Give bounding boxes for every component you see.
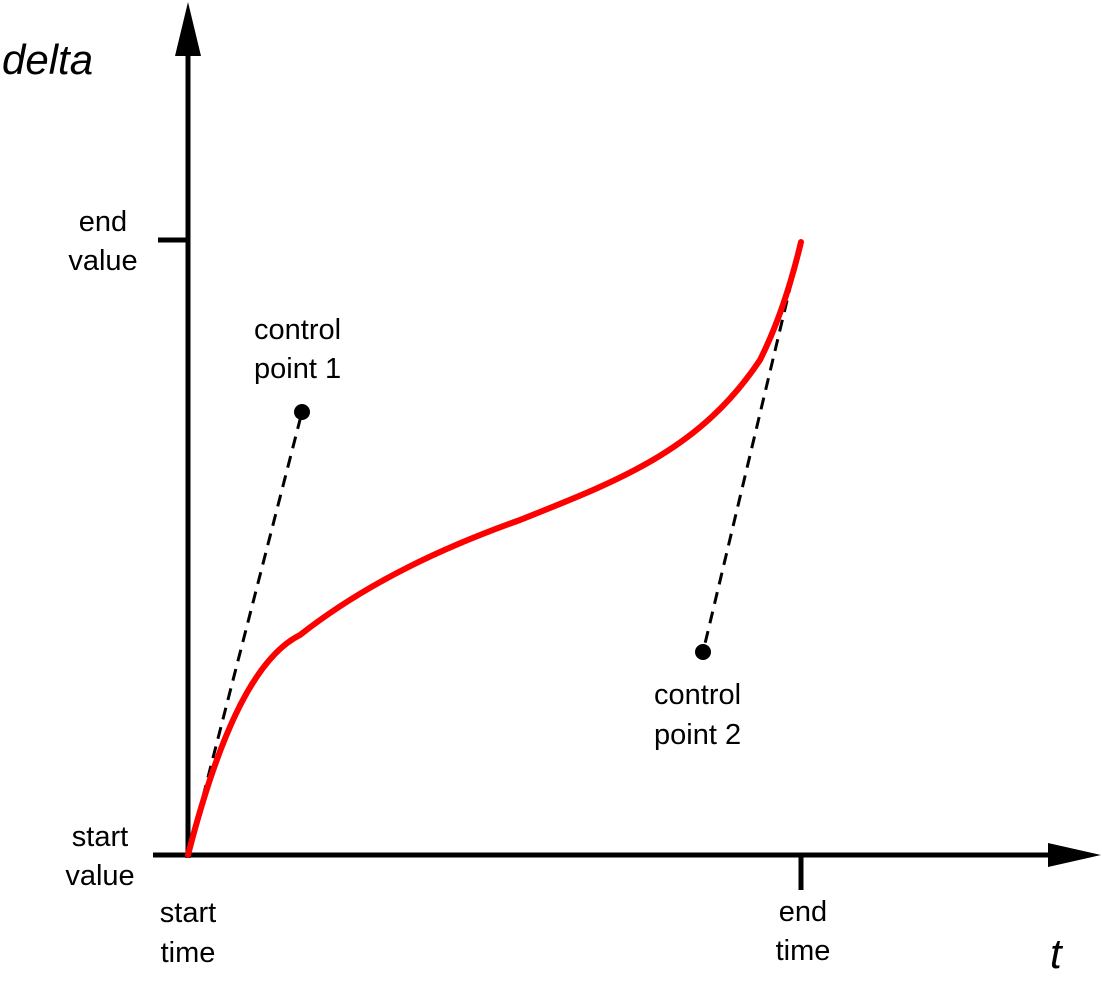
end-value-label-line2: value [68, 245, 137, 277]
end-time-label-line2: time [776, 935, 831, 967]
x-axis-arrowhead [1048, 843, 1101, 867]
end-value-label-line1: end [79, 206, 127, 238]
x-axis-label: t [1050, 930, 1064, 977]
y-axis-label: delta [2, 36, 93, 83]
start-value-label-line1: start [72, 821, 128, 853]
control-point-2-label-line2: point 2 [654, 719, 741, 751]
control-point-1-label-line1: control [254, 314, 341, 346]
control-point-1-label-line2: point 1 [254, 353, 341, 385]
y-axis-arrowhead [175, 2, 201, 56]
control-point-2-label-line1: control [654, 679, 741, 711]
control-point-1-dot [294, 404, 310, 420]
start-time-label-line2: time [161, 937, 216, 969]
start-time-label-line1: start [160, 897, 216, 929]
control-point-2-dot [695, 644, 711, 660]
start-value-label-line2: value [65, 860, 134, 892]
end-time-label-line1: end [779, 896, 827, 928]
